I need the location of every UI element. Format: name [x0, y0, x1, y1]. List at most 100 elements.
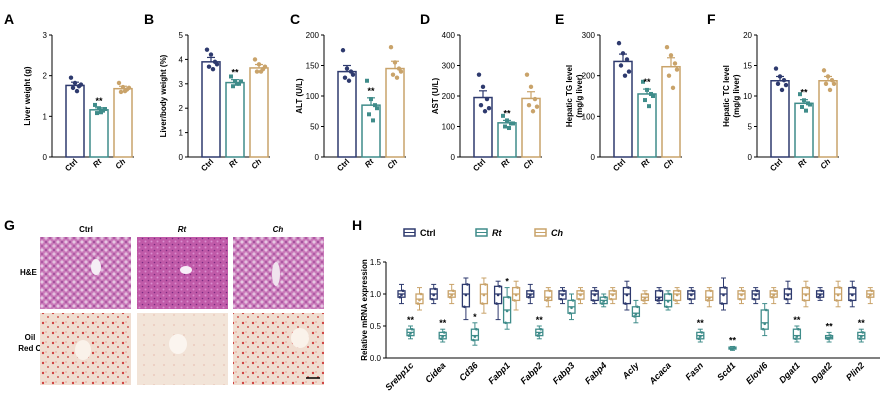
- data-point: [507, 295, 510, 299]
- bar-panel-d: D 0 100 200 300 400 AST (U/L) Ctrl ** Rt Ch: [420, 11, 542, 173]
- data-point: [836, 293, 840, 297]
- img-row-label-he: H&E: [20, 268, 38, 277]
- y-tick-label: 0: [451, 153, 456, 162]
- gene-label: Dgat2: [809, 360, 834, 385]
- data-point: [818, 293, 822, 297]
- data-point: [233, 79, 237, 84]
- data-point: [795, 335, 799, 338]
- category-label: Rt: [91, 157, 104, 170]
- y-tick-label: 4: [179, 55, 184, 64]
- data-point: [210, 66, 216, 72]
- data-point: [624, 57, 630, 62]
- data-point: [668, 53, 674, 58]
- data-point: [254, 69, 260, 74]
- gene-label: Acly: [620, 360, 642, 382]
- data-point: [720, 302, 724, 305]
- y-tick-label: 0: [43, 153, 48, 162]
- gene-group-dgat1: ** Dgat1: [777, 280, 811, 385]
- data-point: [256, 62, 262, 67]
- data-point: [775, 81, 781, 87]
- data-point: [504, 321, 507, 325]
- data-point: [252, 57, 258, 62]
- data-point: [773, 289, 777, 293]
- gene-label: Cidea: [423, 360, 447, 384]
- data-point: [593, 293, 596, 297]
- data-point: [688, 297, 692, 301]
- img-row-label-oil: Oil: [25, 333, 36, 342]
- data-point: [594, 289, 598, 293]
- data-point: [539, 327, 543, 331]
- gene-group-plin2: ** Plin2: [844, 280, 875, 383]
- gene-label: Elovl6: [744, 360, 771, 387]
- data-point: [505, 309, 509, 313]
- category-label: Rt: [796, 157, 809, 170]
- data-point: [526, 102, 532, 108]
- data-point: [524, 72, 530, 77]
- data-point: [804, 108, 808, 113]
- category-label: Ch: [386, 157, 400, 171]
- category-label: Rt: [227, 157, 240, 170]
- data-point: [72, 80, 78, 86]
- data-point: [373, 103, 377, 108]
- data-point: [643, 296, 647, 300]
- data-point: [375, 106, 379, 111]
- data-point: [603, 295, 607, 299]
- data-point: [262, 64, 268, 69]
- data-point: [672, 61, 678, 66]
- data-point: [835, 299, 838, 302]
- data-point: [633, 315, 636, 318]
- category-label: Ch: [522, 157, 536, 171]
- data-point: [779, 87, 785, 93]
- data-point: [513, 299, 516, 302]
- data-point: [740, 293, 743, 297]
- y-axis-label: Relative mRNA expression: [360, 259, 369, 361]
- data-point: [481, 302, 484, 305]
- legend-label: Ch: [551, 228, 563, 238]
- data-point: [416, 302, 420, 305]
- data-point: [530, 109, 536, 114]
- data-point: [761, 327, 765, 331]
- data-point: [722, 293, 725, 297]
- gene-label: Fabp1: [486, 360, 512, 386]
- y-tick-label: 0: [748, 153, 753, 162]
- y-tick-label: 400: [442, 31, 456, 40]
- category-label: Rt: [499, 157, 512, 170]
- data-point: [802, 98, 806, 103]
- data-point: [785, 297, 788, 301]
- data-point: [821, 68, 827, 73]
- category-label: Ctrl: [63, 157, 79, 173]
- data-point: [538, 332, 541, 335]
- data-point: [442, 331, 446, 334]
- panel-label: C: [290, 11, 300, 27]
- data-point: [505, 118, 509, 123]
- oil-vein-ch: [291, 328, 309, 348]
- category-label: Ch: [250, 157, 264, 171]
- data-point: [204, 47, 210, 52]
- data-point: [820, 289, 823, 293]
- data-point: [398, 295, 402, 299]
- data-point: [418, 298, 421, 302]
- data-point: [647, 104, 651, 109]
- data-point: [642, 299, 645, 302]
- data-point: [860, 335, 863, 338]
- y-tick-label: 10: [743, 92, 752, 101]
- data-point: [777, 74, 783, 79]
- y-tick-label: 5: [748, 123, 753, 132]
- bar: [818, 80, 838, 158]
- data-point: [547, 296, 550, 300]
- data-point: [214, 62, 220, 67]
- data-point: [670, 85, 676, 91]
- data-point: [430, 297, 434, 301]
- data-point: [611, 293, 614, 297]
- data-point: [568, 311, 572, 315]
- data-point: [231, 84, 235, 89]
- data-point: [480, 84, 486, 90]
- data-point: [770, 295, 774, 299]
- data-point: [367, 112, 371, 117]
- data-point: [390, 72, 396, 77]
- data-point: [441, 335, 445, 338]
- data-point: [475, 327, 478, 331]
- data-point: [697, 337, 701, 341]
- data-point: [503, 124, 507, 129]
- data-point: [829, 334, 832, 337]
